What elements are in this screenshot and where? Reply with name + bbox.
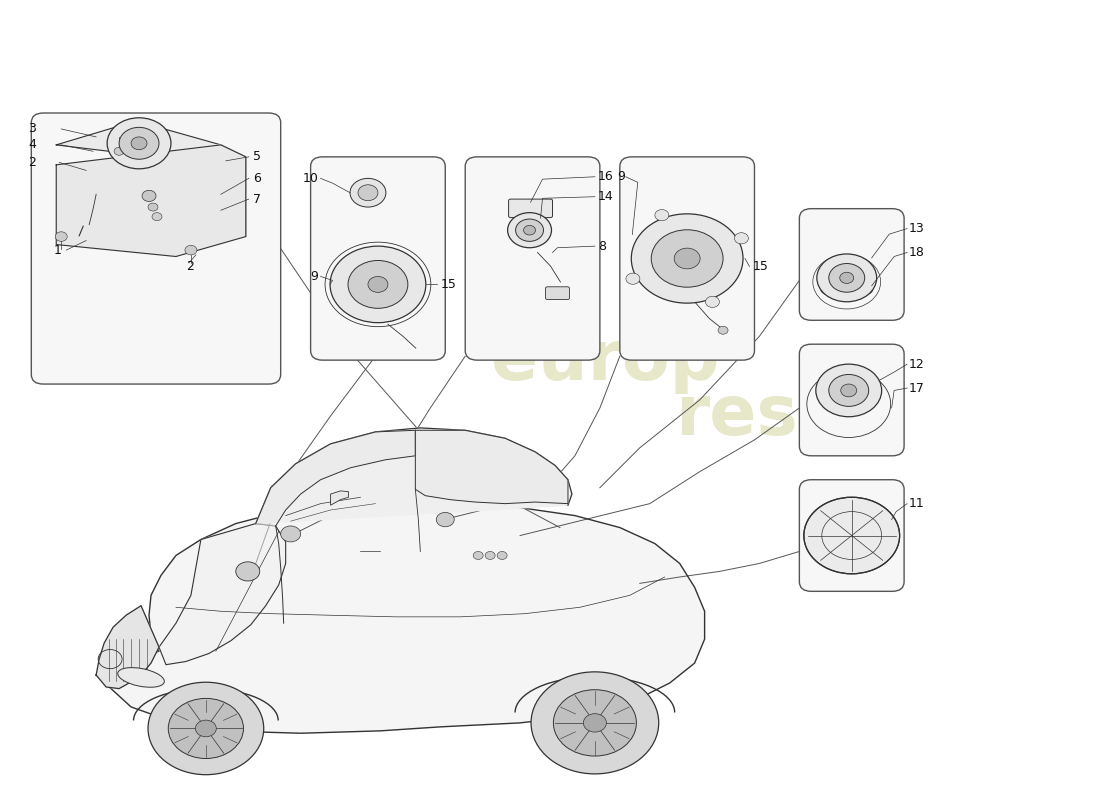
- Polygon shape: [96, 502, 705, 734]
- Text: europ: europ: [491, 326, 719, 394]
- Text: 8: 8: [598, 240, 606, 253]
- Circle shape: [107, 118, 170, 169]
- Circle shape: [531, 672, 659, 774]
- Circle shape: [348, 261, 408, 308]
- Circle shape: [583, 714, 606, 732]
- Circle shape: [735, 233, 748, 244]
- Text: 9: 9: [310, 270, 319, 283]
- Circle shape: [651, 230, 723, 287]
- Circle shape: [816, 364, 882, 417]
- Text: 2: 2: [186, 259, 194, 273]
- Circle shape: [235, 562, 260, 581]
- Text: 3: 3: [29, 122, 36, 135]
- Text: 2: 2: [29, 156, 36, 169]
- Circle shape: [654, 210, 669, 221]
- Circle shape: [280, 526, 300, 542]
- Text: 17: 17: [909, 382, 925, 394]
- Circle shape: [55, 232, 67, 242]
- Circle shape: [437, 513, 454, 526]
- Text: 9: 9: [617, 170, 625, 183]
- Circle shape: [152, 213, 162, 221]
- Text: 14: 14: [598, 190, 614, 203]
- Circle shape: [840, 384, 857, 397]
- Text: 16: 16: [598, 170, 614, 183]
- Text: 11: 11: [909, 497, 925, 510]
- Circle shape: [148, 682, 264, 774]
- Circle shape: [196, 720, 217, 737]
- Circle shape: [142, 190, 156, 202]
- Circle shape: [718, 326, 728, 334]
- Polygon shape: [255, 430, 416, 526]
- Circle shape: [553, 690, 637, 756]
- Circle shape: [473, 551, 483, 559]
- Circle shape: [631, 214, 743, 303]
- FancyBboxPatch shape: [800, 209, 904, 320]
- Text: 15: 15: [752, 260, 769, 273]
- Text: 4: 4: [29, 138, 36, 151]
- Polygon shape: [56, 121, 221, 165]
- FancyBboxPatch shape: [31, 113, 280, 384]
- Text: 13: 13: [909, 222, 925, 235]
- Circle shape: [674, 248, 700, 269]
- Circle shape: [131, 137, 147, 150]
- Polygon shape: [160, 523, 286, 665]
- Circle shape: [828, 263, 865, 292]
- FancyBboxPatch shape: [508, 199, 552, 218]
- Circle shape: [148, 203, 158, 211]
- FancyBboxPatch shape: [310, 157, 446, 360]
- Circle shape: [114, 147, 124, 155]
- Circle shape: [828, 374, 869, 406]
- FancyBboxPatch shape: [465, 157, 600, 360]
- Text: a passion for parts: a passion for parts: [378, 606, 546, 624]
- Polygon shape: [331, 491, 349, 506]
- Circle shape: [368, 277, 388, 292]
- Polygon shape: [416, 430, 568, 504]
- FancyBboxPatch shape: [800, 480, 904, 591]
- Text: 1: 1: [54, 244, 62, 257]
- Circle shape: [626, 273, 640, 284]
- Circle shape: [516, 219, 543, 242]
- Circle shape: [185, 246, 197, 255]
- FancyBboxPatch shape: [619, 157, 755, 360]
- Polygon shape: [255, 428, 572, 523]
- Circle shape: [119, 127, 160, 159]
- Ellipse shape: [118, 668, 164, 687]
- Text: res: res: [675, 382, 798, 450]
- Circle shape: [507, 213, 551, 248]
- Circle shape: [839, 272, 854, 283]
- Text: since 1985: since 1985: [534, 646, 632, 664]
- Text: 10: 10: [302, 172, 319, 185]
- FancyBboxPatch shape: [546, 286, 570, 299]
- Text: 5: 5: [253, 150, 261, 163]
- Text: 6: 6: [253, 172, 261, 185]
- Circle shape: [817, 254, 877, 302]
- Circle shape: [804, 498, 900, 574]
- Text: 18: 18: [909, 246, 925, 259]
- Circle shape: [705, 296, 719, 307]
- Circle shape: [485, 551, 495, 559]
- Circle shape: [497, 551, 507, 559]
- Circle shape: [524, 226, 536, 235]
- Text: 7: 7: [253, 193, 261, 206]
- Polygon shape: [96, 606, 160, 689]
- Text: 15: 15: [440, 278, 456, 291]
- Circle shape: [350, 178, 386, 207]
- Polygon shape: [56, 145, 245, 257]
- FancyBboxPatch shape: [800, 344, 904, 456]
- Circle shape: [358, 185, 378, 201]
- Circle shape: [168, 698, 243, 758]
- Text: 12: 12: [909, 358, 925, 370]
- Circle shape: [330, 246, 426, 322]
- Polygon shape: [221, 145, 245, 237]
